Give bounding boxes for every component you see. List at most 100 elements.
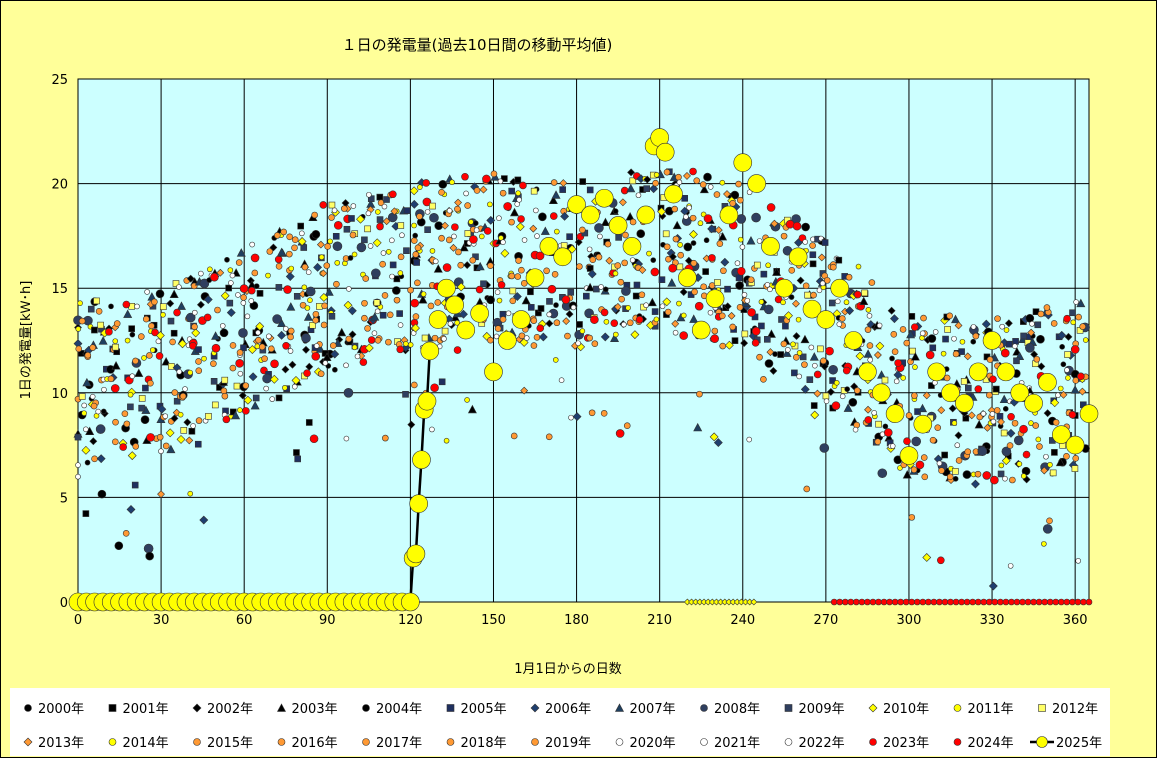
chart-title: １日の発電量(過去10日間の移動平均値): [342, 36, 613, 54]
legend-label: 2012年: [1052, 702, 1098, 717]
data-point: [937, 556, 945, 565]
legend-label: 2015年: [207, 736, 253, 751]
data-point: [795, 316, 802, 323]
data-point: [493, 333, 500, 340]
data-point: [240, 294, 247, 301]
data-point: [562, 317, 571, 326]
data-point: [823, 398, 830, 404]
data-point: [756, 353, 763, 361]
data-point: [881, 376, 889, 384]
data-point: [909, 347, 916, 355]
data-point: [362, 275, 370, 282]
data-point: [499, 189, 507, 197]
data-point: [211, 343, 221, 353]
data-point: [714, 279, 721, 286]
data-point: [693, 422, 703, 432]
data-point: [551, 271, 559, 278]
data-point: [375, 209, 381, 215]
legend-label: 2021年: [714, 736, 760, 751]
data-point: [600, 410, 608, 417]
data-point: [801, 361, 808, 368]
series-2025-point: [1024, 393, 1043, 413]
data-point: [159, 303, 167, 311]
legend-marker: [23, 737, 33, 747]
data-point: [219, 328, 229, 338]
data-point: [173, 397, 181, 405]
data-point: [869, 598, 877, 606]
data-point: [784, 311, 793, 321]
data-point: [600, 217, 610, 227]
data-point: [893, 378, 900, 385]
data-point: [191, 328, 201, 338]
data-point: [233, 382, 241, 390]
data-point: [509, 297, 517, 305]
data-point: [240, 344, 247, 352]
data-point: [801, 222, 810, 232]
data-point: [486, 215, 496, 225]
data-point: [1043, 453, 1049, 460]
x-tick-label: 240: [730, 613, 755, 628]
data-point: [974, 470, 982, 478]
data-point: [288, 265, 295, 272]
data-point: [689, 167, 697, 176]
data-point: [864, 326, 872, 333]
data-point: [329, 342, 337, 349]
data-point: [535, 251, 545, 261]
data-point: [376, 193, 384, 201]
data-point: [530, 187, 538, 195]
data-point: [463, 190, 469, 197]
data-point: [981, 319, 991, 329]
data-point: [999, 323, 1005, 330]
data-point: [799, 353, 807, 361]
data-point: [1071, 465, 1079, 472]
data-point: [744, 297, 751, 304]
data-point: [512, 292, 522, 301]
series-2025-point: [678, 268, 697, 288]
x-tick-label: 90: [319, 613, 336, 628]
data-point: [236, 248, 246, 257]
data-point: [195, 367, 203, 374]
data-point: [226, 299, 234, 307]
data-point: [367, 336, 376, 344]
data-point: [546, 311, 553, 318]
legend-label: 2023年: [883, 736, 929, 751]
legend-label: 2001年: [123, 702, 169, 717]
data-point: [902, 470, 912, 479]
data-point: [422, 179, 430, 187]
data-point: [552, 357, 559, 363]
series-2025-point: [456, 320, 476, 340]
data-point: [332, 233, 340, 240]
data-point: [952, 350, 960, 358]
data-point: [875, 598, 882, 606]
data-point: [790, 341, 796, 348]
legend-label: 2004年: [376, 702, 422, 717]
data-point: [105, 328, 113, 336]
data-point: [182, 386, 188, 392]
data-point: [313, 343, 320, 349]
data-point: [746, 436, 753, 443]
data-point: [100, 408, 107, 415]
legend-marker: [868, 703, 878, 713]
data-point: [796, 276, 805, 285]
data-point: [97, 489, 107, 499]
data-point: [343, 362, 349, 369]
data-point: [487, 336, 494, 344]
data-point: [442, 263, 452, 272]
data-point: [81, 402, 87, 409]
data-point: [1055, 392, 1061, 399]
data-point: [505, 310, 512, 317]
series-2025-point: [982, 331, 1002, 350]
data-point: [711, 327, 719, 335]
data-point: [517, 215, 525, 223]
data-point: [713, 438, 723, 448]
data-point: [1050, 320, 1058, 327]
data-point: [414, 279, 421, 287]
data-point: [301, 333, 311, 343]
legend-marker: [192, 703, 202, 713]
data-point: [866, 342, 874, 349]
series-2025-point: [691, 320, 711, 340]
data-point: [321, 302, 328, 310]
series-2025-point: [655, 142, 675, 162]
data-point: [952, 598, 960, 606]
data-point: [373, 299, 381, 306]
